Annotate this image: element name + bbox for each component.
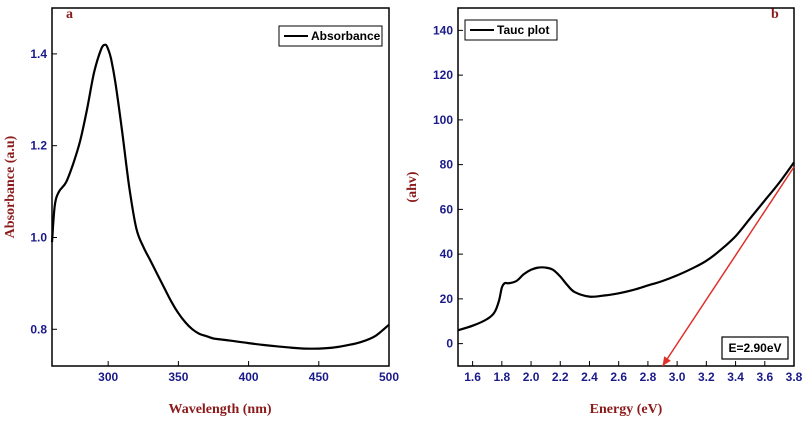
panel-a-x-tick-label: 500: [379, 370, 399, 384]
band-gap-annotation-text: E=2.90eV: [728, 341, 781, 355]
panel-b-plot-frame: [457, 7, 795, 367]
panel-b-legend-box: [464, 19, 558, 41]
panel-a-x-tick-label: 450: [309, 370, 329, 384]
panel-b: 1.6 1.8 2.0 2.2 2.4 2.6 2.8 3.0 3.2 3.4 3.6 3.8 0 20 4…: [405, 7, 803, 417]
panel-b-x-tick-label: 3.4: [727, 370, 744, 384]
panel-b-y-tick-label: 40: [440, 247, 454, 261]
panel-a-legend: Absorbance: [278, 25, 383, 47]
panel-b-x-tick-label: 3.8: [786, 370, 803, 384]
panel-b-y-tick-label: 140: [433, 23, 453, 37]
panel-b-x-tick-label: 3.2: [698, 370, 715, 384]
panel-b-x-tick-label: 1.6: [464, 370, 481, 384]
panel-b-x-tick-label: 2.4: [581, 370, 598, 384]
panel-a-x-axis-label: Wavelength (nm): [168, 402, 271, 417]
panel-b-x-tick-label: 1.8: [493, 370, 510, 384]
panel-b-legend: Tauc plot: [464, 19, 558, 41]
panel-a-y-tick-label: 0.8: [30, 322, 47, 336]
panel-b-x-tick-label: 2.2: [552, 370, 569, 384]
panel-b-x-tick-label: 3.6: [756, 370, 773, 384]
panel-b-y-tick-label: 80: [440, 158, 454, 172]
tauc-curve: [457, 161, 795, 332]
panel-a-y-tick-label: 1.2: [30, 139, 47, 153]
panel-b-y-tick-label: 120: [433, 68, 453, 82]
panel-b-x-tick-label: 2.6: [610, 370, 627, 384]
panel-a-y-tick-label: 1.4: [30, 47, 47, 61]
panel-b-x-tick-label: 2.8: [640, 370, 657, 384]
band-gap-arrowhead: [662, 356, 671, 366]
panel-a-plot-frame: [51, 7, 390, 367]
panel-a-letter: a: [66, 7, 73, 22]
panel-b-ticks: 1.6 1.8 2.0 2.2 2.4 2.6 2.8 3.0 3.2 3.4 3.6 3.8 0 20 4…: [433, 23, 803, 384]
panel-b-y-tick-label: 60: [440, 202, 454, 216]
band-gap-annotation-box: [721, 336, 789, 360]
panel-b-legend-label: Tauc plot: [497, 23, 549, 37]
panel-b-y-tick-label: 100: [433, 113, 453, 127]
panel-a-y-tick-label: 1.0: [30, 230, 47, 244]
panel-b-x-tick-label: 3.0: [669, 370, 686, 384]
panel-b-y-tick-label: 20: [440, 292, 454, 306]
panel-b-x-tick-label: 2.0: [523, 370, 540, 384]
panel-b-y-tick-label: 0: [446, 337, 453, 351]
panel-a: 300 350 400 450 500 0.8 1.0 1.2 1.4 a Absorbance…: [3, 7, 399, 417]
panel-b-x-axis-label: Energy (eV): [590, 402, 663, 417]
panel-b-letter: b: [771, 7, 779, 22]
panel-a-x-tick-label: 400: [239, 370, 259, 384]
band-gap-fit-line: [661, 166, 795, 367]
panel-a-x-tick-label: 350: [168, 370, 188, 384]
panel-a-legend-box: [278, 25, 383, 47]
panel-a-legend-label: Absorbance: [311, 29, 381, 43]
band-gap-annotation: E=2.90eV: [721, 336, 789, 360]
panel-b-y-axis-label: (ahv): [405, 171, 420, 202]
panel-a-ticks: 300 350 400 450 500 0.8 1.0 1.2 1.4: [30, 47, 399, 384]
panel-a-x-tick-label: 300: [98, 370, 118, 384]
panel-a-y-axis-label: Absorbance (a.u): [3, 135, 18, 238]
absorbance-curve: [50, 43, 390, 350]
